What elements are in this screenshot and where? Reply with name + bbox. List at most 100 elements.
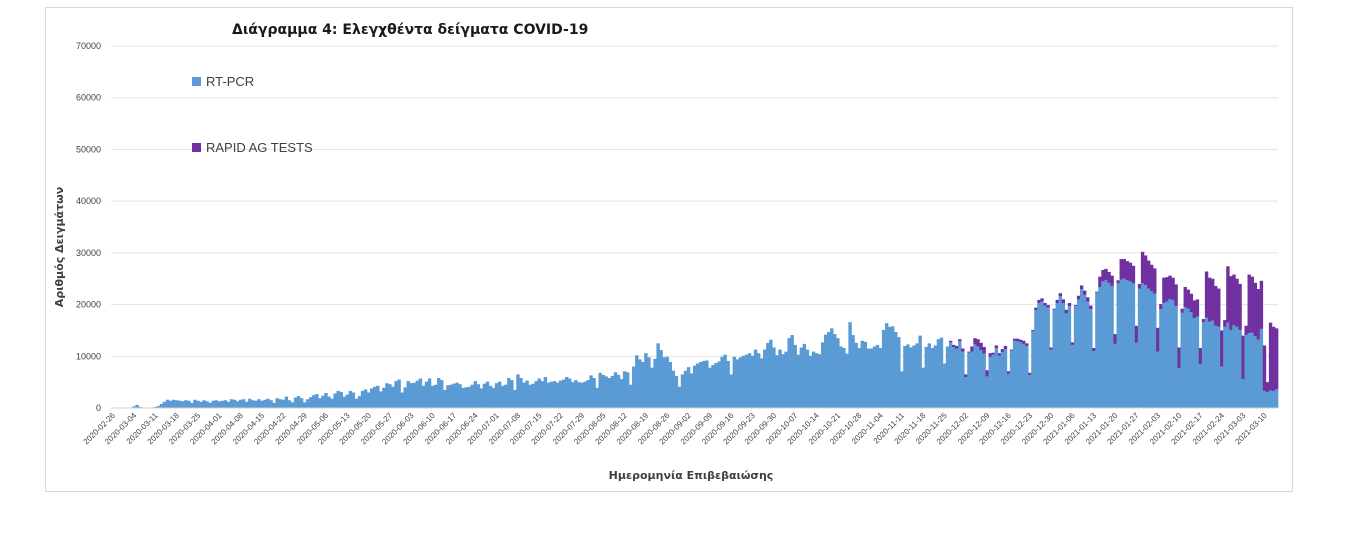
bar-rt-pcr [263,399,267,408]
bar-rt-pcr [1015,341,1020,408]
bar-rt-pcr [379,391,383,408]
bar-rt-pcr [994,348,999,408]
bar-rt-pcr [833,334,837,408]
bar-rt-pcr [601,374,605,408]
bar-rt-pcr [1238,329,1242,408]
bar-rt-pcr [540,381,545,408]
bar-rt-pcr [373,386,377,408]
bar-rt-pcr [162,401,167,408]
bar-rapid-ag [988,353,992,357]
bar-rt-pcr [193,399,197,408]
bar-rt-pcr [1034,310,1038,408]
bar-rt-pcr [242,399,246,408]
bar-rt-pcr [229,399,234,408]
bar-rt-pcr [406,381,410,408]
bar-rt-pcr [318,398,322,408]
bar-rt-pcr [168,400,173,408]
bar-rapid-ag [1125,261,1130,281]
bar-rt-pcr [443,389,447,408]
bar-rt-pcr [351,392,356,408]
bar-rt-pcr [552,381,557,408]
bar-rapid-ag [1159,304,1163,310]
bar-rt-pcr [382,387,386,408]
bar-rt-pcr [808,355,813,408]
bar-rt-pcr [787,338,791,408]
bar-rt-pcr [1098,286,1102,408]
y-tick-label: 20000 [76,300,101,310]
bar-rt-pcr [1259,328,1264,408]
bar-rt-pcr [894,331,898,408]
bar-rapid-ag [1073,305,1078,307]
y-tick-label: 60000 [76,93,101,103]
bar-rt-pcr [1119,279,1123,408]
bar-rt-pcr [997,355,1002,408]
bar-rapid-ag [1241,335,1245,380]
bar-rapid-ag [1265,382,1270,392]
bar-rapid-ag [1000,349,1005,353]
bar-rapid-ag [1009,349,1014,351]
bar-rt-pcr [132,406,136,408]
bar-rt-pcr [967,352,971,408]
bar-rapid-ag [979,342,983,351]
bar-rt-pcr [440,380,444,408]
bar-rapid-ag [1259,280,1264,329]
bar-rapid-ag [1113,334,1117,344]
bar-rt-pcr [1052,309,1056,408]
bar-rt-pcr [586,380,590,408]
bar-rapid-ag [997,353,1002,356]
bar-rt-pcr [729,374,733,408]
bar-rt-pcr [790,335,794,408]
bar-rt-pcr [1162,303,1166,408]
bar-rt-pcr [470,384,474,408]
bar-rt-pcr [1061,303,1066,408]
bar-rt-pcr [625,372,630,408]
bar-rt-pcr [482,383,487,408]
bar-rt-pcr [747,353,752,408]
bar-rapid-ag [982,346,986,354]
bar-rapid-ag [964,374,968,377]
bar-rt-pcr [394,381,398,408]
bar-rt-pcr [1195,316,1200,408]
bar-rt-pcr [881,329,886,408]
bar-rt-pcr [1086,301,1090,408]
bar-rt-pcr [516,374,520,408]
bar-rt-pcr [306,399,310,408]
bar-rt-pcr [1079,289,1084,408]
bar-rapid-ag [1150,264,1154,292]
bar-rt-pcr [717,361,721,408]
legend-swatch-rt-pcr [192,77,201,86]
legend-label-rapid-ag: RAPID AG TESTS [206,140,313,155]
bar-rt-pcr [607,378,612,408]
bar-rt-pcr [543,376,548,408]
bar-rt-pcr [156,405,161,408]
bar-rt-pcr [357,396,362,408]
y-tick-label: 40000 [76,196,101,206]
bar-rt-pcr [476,384,481,408]
bar-rt-pcr [1043,305,1047,408]
bar-rt-pcr [327,396,331,408]
bar-rt-pcr [199,401,203,408]
bar-rt-pcr [951,346,956,408]
bar-rt-pcr [671,370,676,408]
bar-rt-pcr [1122,278,1127,408]
bar-rt-pcr [223,400,228,408]
bar-rt-pcr [485,381,490,408]
bar-rt-pcr [537,378,541,408]
bar-rt-pcr [278,399,282,408]
bar-rt-pcr [1220,366,1224,408]
bar-rt-pcr [830,328,834,408]
bar-rt-pcr [1070,344,1075,408]
bar-rt-pcr [437,378,441,408]
bar-rt-pcr [610,375,615,408]
bar-rt-pcr [202,400,206,408]
bar-rapid-ag [955,345,959,349]
bar-rt-pcr [312,395,316,408]
bar-rt-pcr [1019,342,1023,408]
bar-rt-pcr [854,342,858,408]
bar-rt-pcr [897,337,901,408]
bar-rt-pcr [461,387,465,408]
bar-rapid-ag [1217,288,1221,327]
bar-rapid-ag [1067,303,1072,307]
bar-rt-pcr [534,381,538,408]
